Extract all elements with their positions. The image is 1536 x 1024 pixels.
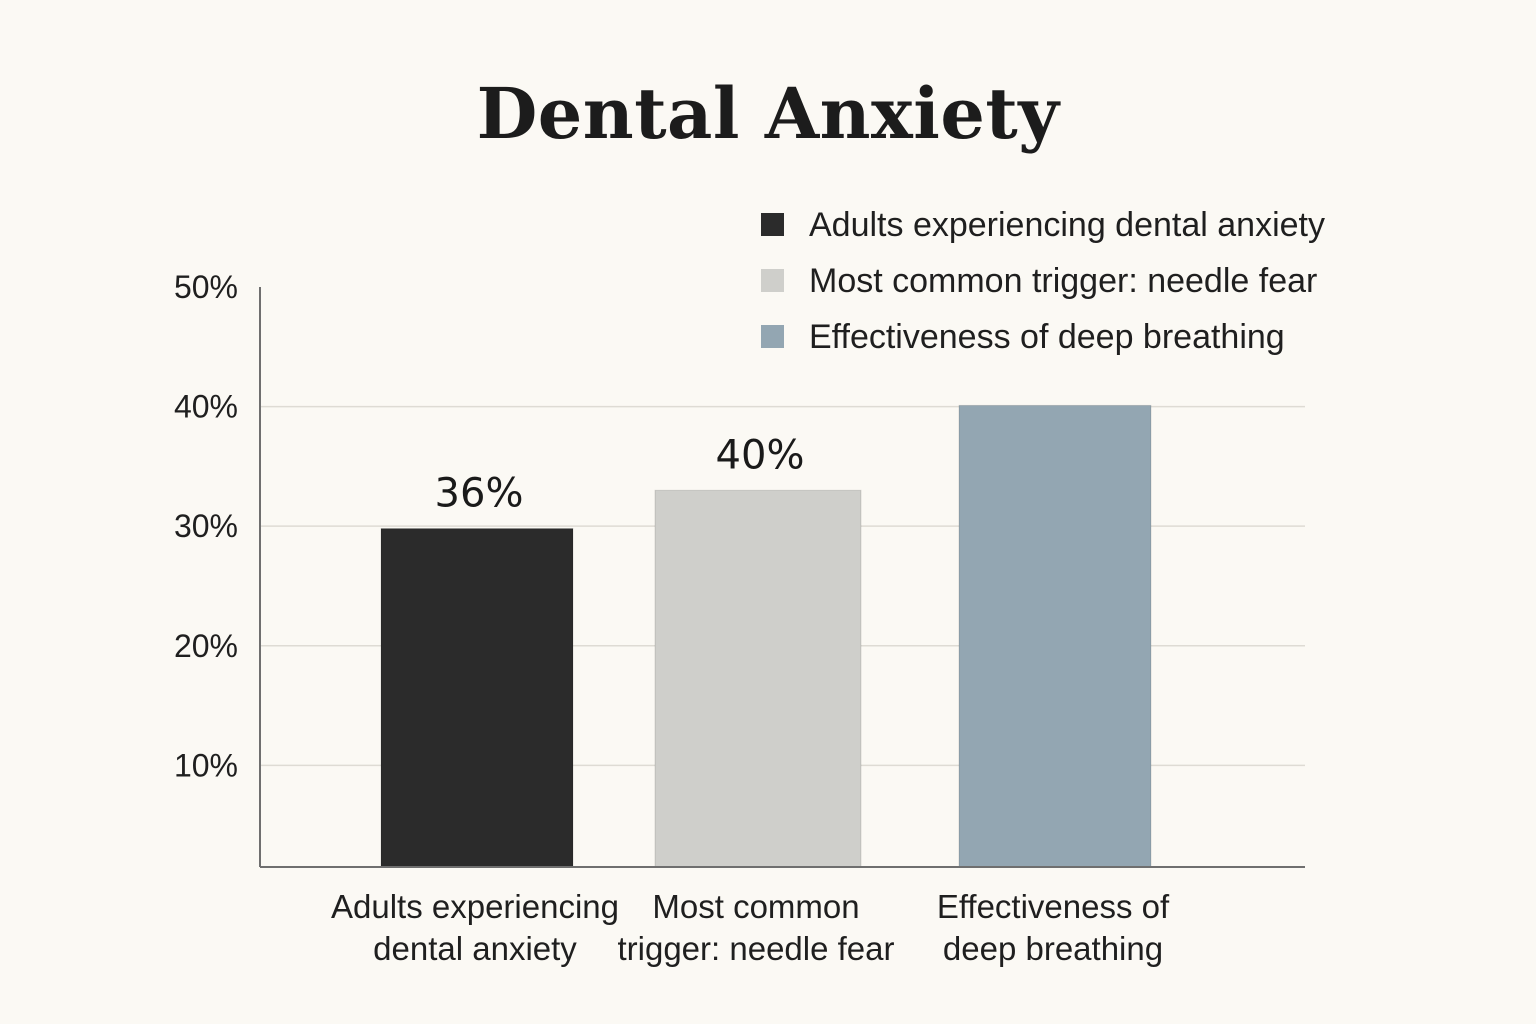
chart-title: Dental Anxiety [476, 72, 1060, 155]
axes: 10% 20% 30% 40% 50% [174, 269, 1305, 868]
x-category-label-line: Adults experiencing [331, 888, 619, 925]
legend-label: Effectiveness of deep breathing [809, 318, 1285, 356]
x-category-label-line: trigger: needle fear [617, 930, 894, 967]
y-tick-label: 10% [174, 747, 238, 783]
y-tick-label: 30% [174, 508, 238, 544]
legend-swatch [761, 213, 784, 236]
value-label: 40% [716, 432, 805, 478]
bar-1 [380, 528, 574, 868]
bars [380, 404, 1152, 868]
legend-label: Adults experiencing dental anxiety [809, 206, 1325, 244]
legend-swatch [761, 269, 784, 292]
x-category-label-line: Most common [652, 888, 859, 925]
y-tick-label: 40% [174, 389, 238, 425]
x-category-label-line: deep breathing [943, 930, 1163, 967]
legend-swatch [761, 325, 784, 348]
x-category-label: Effectiveness of deep breathing [937, 888, 1170, 967]
x-category-label: Most common trigger: needle fear [617, 888, 894, 967]
legend-label: Most common trigger: needle fear [809, 262, 1317, 300]
x-category-label-line: dental anxiety [373, 930, 577, 967]
legend: Adults experiencing dental anxiety Most c… [761, 206, 1325, 356]
y-tick-label: 20% [174, 628, 238, 664]
value-label: 36% [435, 471, 524, 517]
bar-3 [958, 404, 1152, 868]
bar-2 [654, 489, 862, 868]
labels: 36% Adults experiencing dental anxiety 40% M… [331, 432, 1170, 967]
x-category-label: Adults experiencing dental anxiety [331, 888, 619, 967]
x-category-label-line: Effectiveness of [937, 888, 1170, 925]
y-tick-label: 50% [174, 269, 238, 305]
